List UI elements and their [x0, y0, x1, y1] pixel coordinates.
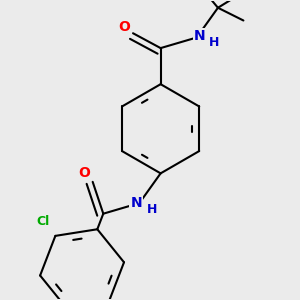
Text: O: O	[118, 20, 130, 34]
Text: N: N	[130, 196, 142, 210]
Text: H: H	[208, 36, 219, 49]
Text: N: N	[194, 29, 206, 44]
Text: H: H	[147, 203, 157, 216]
Text: O: O	[78, 167, 90, 180]
Text: Cl: Cl	[37, 214, 50, 227]
